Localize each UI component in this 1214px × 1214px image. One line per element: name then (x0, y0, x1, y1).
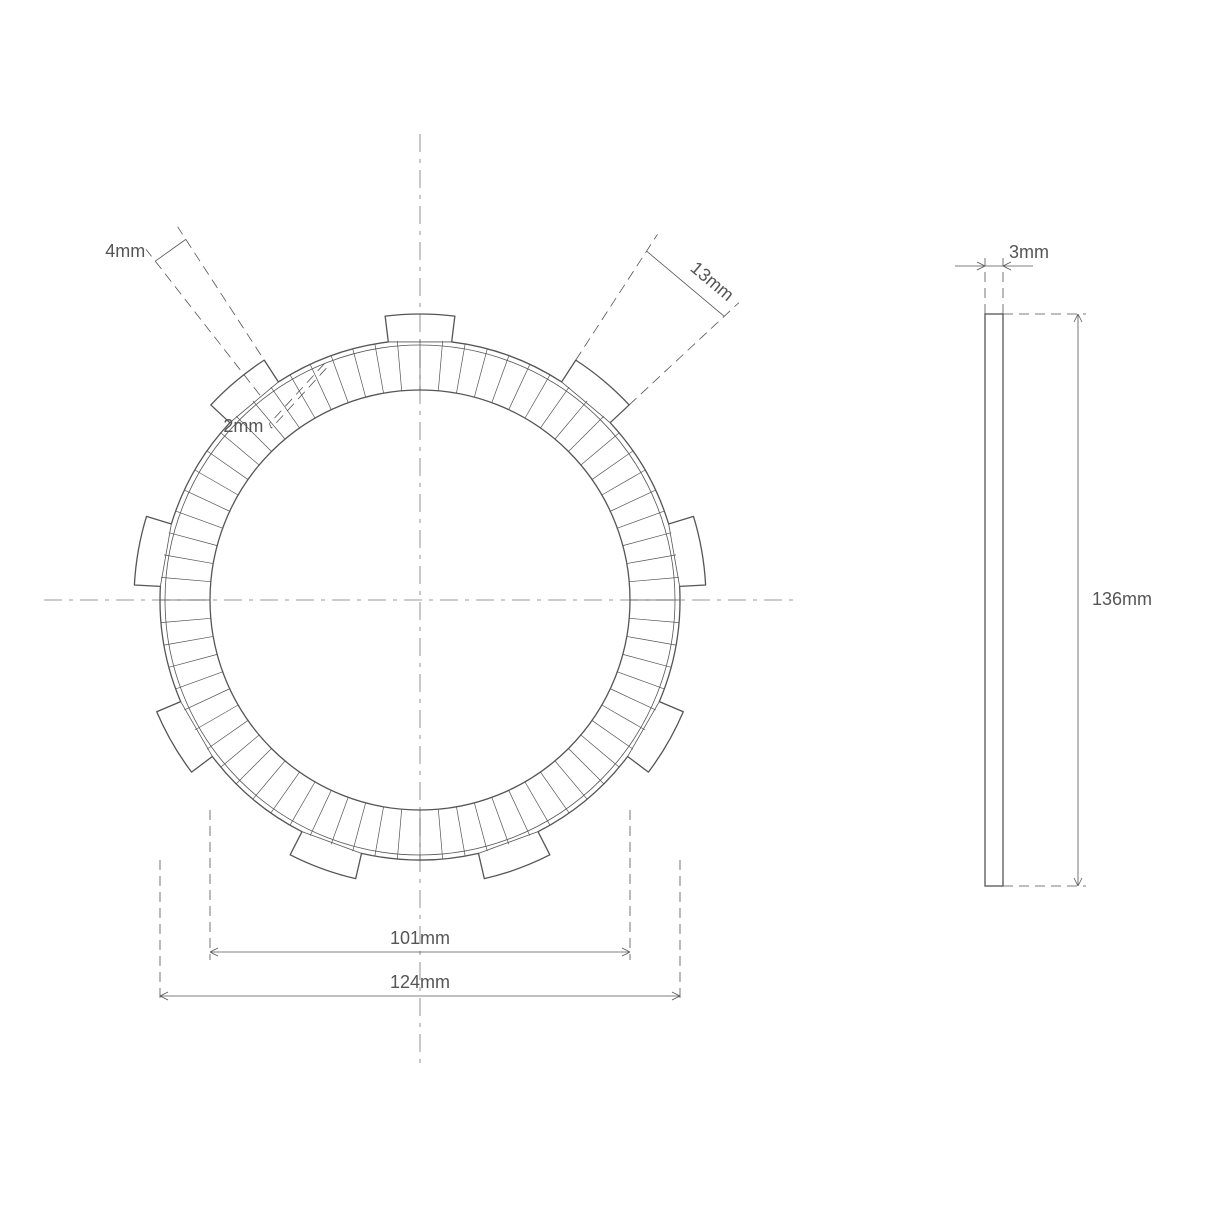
dimension-label: 3mm (1009, 242, 1049, 262)
dimension-label: 4mm (105, 241, 145, 261)
dimension-label: 101mm (390, 928, 450, 948)
center-lines (44, 134, 796, 1066)
dimension-label: 13mm (687, 258, 738, 305)
dimension-set: 101mm 124mm 136mm 3mm 13mm 4mm 2mm (105, 227, 1152, 1004)
engineering-drawing: 101mm 124mm 136mm 3mm 13mm 4mm 2mm (0, 0, 1214, 1214)
dimension-label: 124mm (390, 972, 450, 992)
side-view (985, 314, 1003, 886)
dimension-label: 136mm (1092, 589, 1152, 609)
dimension-label: 2mm (223, 416, 263, 436)
